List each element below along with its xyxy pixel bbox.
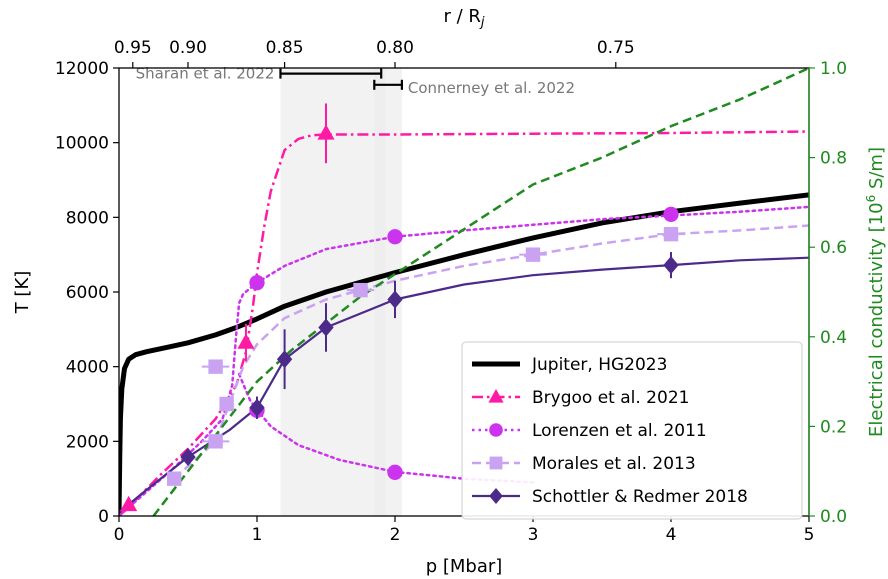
- data-point-morales: [167, 471, 182, 486]
- x-axis-label: p [Mbar]: [426, 556, 503, 577]
- x-tick-label: 2: [390, 525, 401, 545]
- legend-label: Brygoo et al. 2021: [532, 388, 689, 408]
- x-ticks: 0 1 2 3 4 5: [114, 516, 815, 545]
- data-point-schottler: [663, 256, 679, 275]
- annotations: Sharan et al. 2022 Connerney et al. 2022: [136, 65, 575, 97]
- data-point-lorenzen: [387, 229, 403, 245]
- x-tick-label: 1: [252, 525, 263, 545]
- x-tick-label: 3: [528, 525, 539, 545]
- data-point-lorenzen: [249, 275, 265, 291]
- y-ticks: 0 2000 4000 6000 8000 10000 12000: [55, 59, 119, 527]
- data-point-schottler: [249, 398, 265, 417]
- highlight-bands: [280, 68, 402, 516]
- top-tick-label: 0.85: [266, 38, 304, 58]
- y2-tick-label: 0.4: [820, 328, 847, 348]
- series-line-conductivity: [152, 68, 809, 516]
- y2-ticks: 0.0 0.2 0.4 0.6 0.8 1.0: [808, 59, 847, 527]
- y-axis-label: T [K]: [12, 271, 33, 315]
- series-line-jupiter: [119, 192, 809, 516]
- top-axis-label: r / Rj: [443, 6, 484, 30]
- data-point-brygoo: [237, 333, 255, 349]
- data-point-schottler: [318, 318, 334, 337]
- top-tick-label: 0.80: [376, 38, 414, 58]
- data-point-brygoo: [317, 124, 335, 140]
- top-tick-label: 0.90: [169, 38, 207, 58]
- y2-tick-label: 1.0: [820, 59, 847, 79]
- data-point-lorenzen: [663, 206, 679, 222]
- series-line-lorenzen: [237, 372, 535, 484]
- top-ticks: 0.95 0.90 0.85 0.80 0.75: [114, 38, 635, 68]
- data-point-morales: [219, 396, 234, 412]
- y-tick-label: 8000: [66, 208, 109, 228]
- data-point-morales: [353, 282, 368, 298]
- data-point-brygoo: [120, 495, 138, 512]
- top-tick-label: 0.95: [114, 38, 152, 58]
- legend-marker: [489, 456, 503, 470]
- data-point-morales: [663, 226, 679, 242]
- data-point-schottler: [180, 448, 196, 467]
- series-line-morales: [173, 224, 809, 480]
- data-point-morales: [525, 247, 541, 262]
- x-tick-label: 5: [804, 525, 815, 545]
- data-point-morales: [208, 359, 223, 374]
- legend-label: Jupiter, HG2023: [531, 355, 667, 375]
- y2-tick-label: 0.6: [820, 238, 847, 258]
- y2-axis-label: Electrical conductivity [106 S/m]: [864, 147, 887, 437]
- y-tick-label: 12000: [55, 59, 109, 79]
- x-tick-label: 0: [114, 525, 125, 545]
- data-point-lorenzen: [387, 464, 403, 480]
- y-tick-label: 6000: [66, 283, 109, 303]
- legend-box: [461, 341, 803, 520]
- legend-marker: [489, 423, 503, 437]
- data-point-schottler: [387, 290, 403, 309]
- markers-layer: [120, 103, 685, 512]
- legend-label: Schottler & Redmer 2018: [532, 487, 748, 507]
- legend-marker: [489, 488, 503, 504]
- y-tick-label: 0: [98, 507, 109, 527]
- annotation-label: Sharan et al. 2022: [136, 65, 275, 83]
- legend-label: Lorenzen et al. 2011: [532, 421, 707, 441]
- y-tick-label: 10000: [55, 134, 109, 154]
- y2-tick-label: 0.0: [820, 507, 847, 527]
- highlight-band: [374, 68, 386, 516]
- y2-tick-label: 0.2: [820, 417, 847, 437]
- y-tick-label: 2000: [66, 432, 109, 452]
- legend: Jupiter, HG2023 Brygoo et al. 2021 Lorenze…: [461, 341, 803, 520]
- y2-tick-label: 0.8: [820, 149, 847, 169]
- data-point-morales: [208, 434, 223, 449]
- data-point-schottler: [276, 350, 293, 369]
- legend-label: Morales et al. 2013: [532, 454, 696, 474]
- series-line-schottler: [119, 256, 809, 514]
- annotation-label: Connerney et al. 2022: [408, 79, 575, 97]
- top-tick-label: 0.75: [597, 38, 635, 58]
- legend-marker: [488, 389, 504, 403]
- x-tick-label: 4: [666, 525, 677, 545]
- y-tick-label: 4000: [66, 358, 109, 378]
